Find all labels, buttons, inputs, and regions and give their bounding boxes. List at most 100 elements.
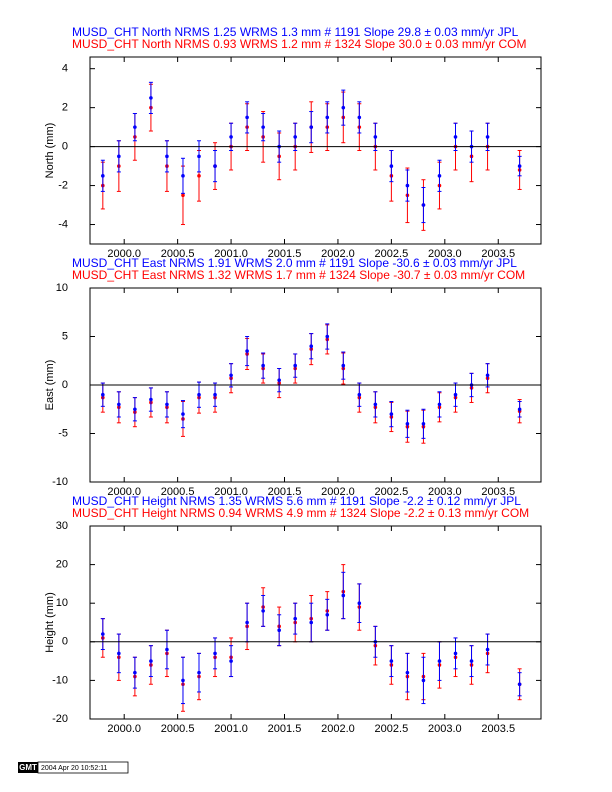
point [293,363,297,368]
series-title: MUSD_CHT Height NRMS 0.94 WRMS 4.9 mm # … [72,506,529,520]
x-tick-label: 2001.5 [268,723,302,735]
x-tick-label: 2003.0 [428,248,462,260]
x-tick-label: 2000.5 [161,486,195,498]
point [229,135,233,139]
gmt-logo: GMT [19,763,37,772]
y-tick-label: 0 [62,636,68,648]
y-tick-label: 5 [62,330,68,342]
series-title: MUSD_CHT East NRMS 1.91 WRMS 2.0 mm # 11… [72,256,517,270]
point [101,632,105,636]
point [373,402,378,407]
point [213,651,217,656]
point [181,412,185,416]
x-tick-label: 2003.5 [481,486,515,498]
timestamp: 2004 Apr 20 10:52:11 [41,765,108,772]
x-tick-label: 2002.5 [375,723,409,735]
point [245,349,249,353]
point [165,647,169,652]
timestamp-box [37,761,129,774]
x-tick-label: 2001.0 [214,486,248,498]
point [181,678,185,683]
point [261,363,265,368]
point [133,407,137,412]
point [421,422,426,426]
y-tick-label: 0 [62,141,68,153]
y-tick-label: -4 [58,218,68,230]
point [405,670,410,675]
point [469,659,474,663]
x-tick-label: 2003.0 [428,723,462,735]
point [421,203,426,207]
y-tick-label: -20 [52,713,68,725]
point [293,616,297,621]
x-tick-label: 2001.0 [214,248,248,260]
point [485,373,490,378]
x-tick-label: 2002.0 [321,723,355,735]
point [357,115,362,120]
point [197,174,201,178]
point [437,174,442,178]
x-tick-label: 2003.5 [481,248,515,260]
point [453,392,458,397]
series-title: MUSD_CHT North NRMS 0.93 WRMS 1.2 mm # 1… [72,37,527,51]
x-tick-label: 2003.5 [481,723,515,735]
point [213,164,217,168]
point [437,402,442,407]
point [101,174,105,178]
point [277,378,281,382]
point [357,601,362,605]
point [245,620,249,625]
y-axis-label: Height (mm) [44,592,56,653]
point [229,373,233,378]
y-tick-label: 2 [62,102,68,114]
point [261,609,265,613]
point [325,115,330,120]
x-tick-label: 2001.5 [268,486,302,498]
y-axis-label: East (mm) [44,360,56,411]
x-tick-label: 2002.0 [321,248,355,260]
y-tick-label: 10 [56,282,68,294]
point [341,105,346,110]
x-tick-label: 2000.0 [107,486,141,498]
y-axis-label: North (mm) [44,123,56,179]
point [277,628,281,633]
point [197,392,201,397]
x-tick-label: 2001.5 [268,248,302,260]
y-tick-label: -10 [52,476,68,488]
point [453,651,458,656]
point [341,593,346,598]
x-tick-label: 2002.0 [321,486,355,498]
x-tick-label: 2001.0 [214,723,248,735]
y-tick-label: -5 [58,427,68,439]
point [485,135,490,139]
y-tick-label: 4 [62,63,68,75]
point [453,135,458,139]
point [197,670,201,675]
y-tick-label: -10 [52,674,68,686]
point [389,164,394,168]
point [405,183,410,188]
point [357,392,362,397]
y-tick-label: 20 [56,559,68,571]
point [149,659,153,663]
point [309,125,314,129]
point [101,392,105,397]
point [517,682,522,687]
series-title: MUSD_CHT Height NRMS 1.35 WRMS 5.6 mm # … [72,494,521,508]
point [229,659,233,663]
y-tick-label: -2 [58,179,68,191]
series-title: MUSD_CHT East NRMS 1.32 WRMS 1.7 mm # 13… [72,268,525,282]
point [261,125,265,129]
point [117,402,121,407]
point [117,154,121,159]
point [213,392,217,397]
point [133,125,137,129]
x-tick-label: 2002.5 [375,486,409,498]
y-tick-label: 10 [56,597,68,609]
y-tick-label: 30 [56,520,68,532]
point [389,412,394,416]
point [373,135,378,139]
point [405,422,410,426]
point [293,135,297,139]
plot-frame [89,525,542,720]
